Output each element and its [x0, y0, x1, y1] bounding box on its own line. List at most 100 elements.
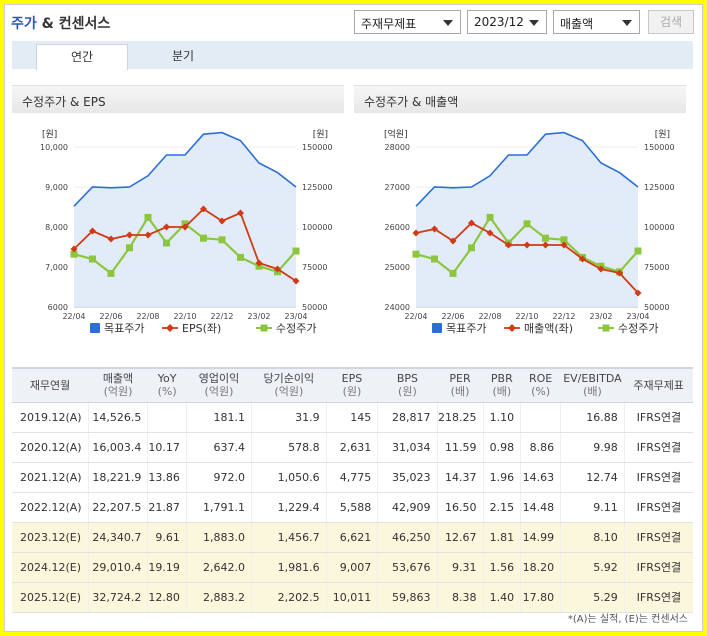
table-body: 2019.12(A) 14,526.5 181.1 31.9 145 28,817 218.…: [12, 402, 693, 613]
table-cell: 5.92: [560, 552, 625, 583]
table-cell: 4,775: [325, 462, 378, 493]
chevron-down-icon: [529, 20, 539, 26]
search-button[interactable]: 검색: [648, 10, 694, 34]
table-cell: IFRS연결: [623, 492, 693, 523]
right-tick-label: 100000: [644, 223, 675, 232]
table-cell: 2,642.0: [185, 552, 252, 583]
table-row: 2025.12(E) 32,724.2 12.80 2,883.2 2,202.5 10,…: [12, 582, 693, 613]
period-select[interactable]: 2023/12: [467, 10, 547, 34]
column-header-unit: (억원): [103, 385, 133, 399]
table-cell: 21.87: [147, 492, 187, 523]
price-point: [144, 213, 152, 221]
table-cell: 1,456.7: [251, 522, 327, 553]
table-cell: 1.10: [482, 402, 521, 433]
right-tick-label: 150000: [644, 143, 675, 152]
table-cell: 10.17: [147, 432, 187, 463]
target-price-line: [73, 131, 297, 207]
legend-left-label: EPS(좌): [182, 322, 221, 335]
table-row: 2024.12(E) 29,010.4 19.19 2,642.0 1,981.6 9,0…: [12, 552, 693, 583]
left-series-point: [218, 217, 226, 225]
column-header-label: EV/EBITDA: [563, 372, 622, 386]
price-point: [431, 255, 438, 263]
table-cell: 0.98: [482, 432, 521, 463]
table-cell: 17.80: [520, 582, 561, 613]
column-header-label: BPS: [396, 372, 418, 386]
table-cell: 8.86: [520, 432, 561, 463]
period-tabs: 연간 분기: [12, 41, 693, 70]
table-cell: IFRS연결: [623, 522, 693, 553]
price-point: [107, 269, 115, 277]
chevron-down-icon: [622, 20, 632, 26]
x-tick-label: 22/08: [136, 312, 159, 321]
table-cell: IFRS연결: [623, 552, 693, 583]
left-tick-label: 26000: [385, 223, 410, 232]
target-price-line: [415, 131, 639, 207]
table-cell: 578.8: [251, 432, 327, 463]
column-header: 주재무제표: [624, 367, 693, 403]
column-header-unit: (%): [531, 385, 551, 399]
left-tick-label: 10,000: [40, 143, 68, 152]
price-point: [218, 236, 226, 244]
column-header-unit: (%): [157, 385, 177, 399]
column-header-label: EPS: [341, 372, 363, 386]
price-point: [449, 269, 457, 277]
left-series-point: [200, 205, 207, 213]
legend-target-label: 목표주가: [446, 322, 486, 335]
consensus-panel: 주가 & 컨센서스 주재무제표 2023/12 매출액 검색 연간 분기 수정주…: [4, 4, 703, 632]
left-series-point: [107, 235, 115, 243]
right-tick-label: 100000: [302, 223, 333, 232]
left-series-point: [126, 231, 133, 239]
left-series-point: [505, 241, 512, 249]
tab-annual[interactable]: 연간: [36, 44, 128, 70]
left-series-point: [89, 227, 96, 235]
left-series-point: [431, 225, 438, 233]
left-tick-label: 24000: [385, 303, 410, 312]
table-cell: 46,250: [377, 522, 438, 553]
metric-select[interactable]: 매출액: [553, 10, 640, 34]
table-cell: 42,909: [377, 492, 438, 523]
sales-price-chart: [억원] [원] 24000 25000 26000 27000 28000 50000 750…: [384, 128, 675, 335]
table-cell: 12.80: [147, 582, 187, 613]
left-series-point: [542, 241, 549, 249]
table-cell: 9.31: [436, 552, 483, 583]
left-tick-label: 25000: [385, 263, 410, 272]
left-series-point: [616, 269, 623, 277]
column-header: EV/EBITDA (배): [560, 367, 625, 403]
table-cell: 24,340.7: [87, 522, 148, 553]
column-header: EPS (원): [326, 367, 378, 403]
table-cell: 1,229.4: [251, 492, 327, 523]
column-header-unit: (억원): [274, 385, 304, 399]
table-cell: 14.63: [520, 462, 561, 493]
panel-title: 주가 & 컨센서스: [11, 16, 111, 32]
column-header-unit: (배): [450, 385, 470, 399]
column-header-label: ROE: [528, 372, 553, 386]
eps-price-chart: [원] [원] 6000 7,000 8,000 9,000 10,000 50000 7500…: [40, 129, 333, 335]
x-tick-label: 23/04: [626, 312, 649, 321]
tab-quarterly[interactable]: 분기: [171, 49, 195, 63]
left-tick-label: 6000: [48, 303, 68, 312]
x-tick-label: 22/10: [515, 312, 538, 321]
table-row: 2021.12(A) 18,221.9 13.86 972.0 1,050.6 4,775…: [12, 462, 693, 493]
legend-price-label: 수정주가: [276, 322, 316, 335]
left-tick-label: 8,000: [45, 223, 68, 232]
price-point: [542, 234, 549, 242]
price-point: [560, 236, 568, 244]
table-cell: 637.4: [185, 432, 252, 463]
subject-select[interactable]: 주재무제표: [354, 10, 461, 34]
table-cell: 16,003.4: [87, 432, 148, 463]
table-cell: 1,883.0: [185, 522, 252, 553]
table-cell: IFRS연결: [623, 582, 693, 613]
right-tick-label: 75000: [644, 263, 669, 272]
left-series-point: [163, 223, 170, 231]
x-tick-label: 22/12: [552, 312, 575, 321]
column-header: PER (배): [437, 367, 483, 403]
price-point: [468, 244, 475, 252]
right-tick-label: 150000: [302, 143, 333, 152]
table-cell: 35,023: [377, 462, 438, 493]
right-tick-label: 50000: [302, 303, 327, 312]
left-axis-unit: [원]: [42, 129, 57, 140]
table-cell: IFRS연결: [623, 402, 693, 433]
table-cell: 10,011: [325, 582, 378, 613]
legend-target-swatch: [432, 323, 442, 333]
left-series-point: [634, 289, 642, 297]
